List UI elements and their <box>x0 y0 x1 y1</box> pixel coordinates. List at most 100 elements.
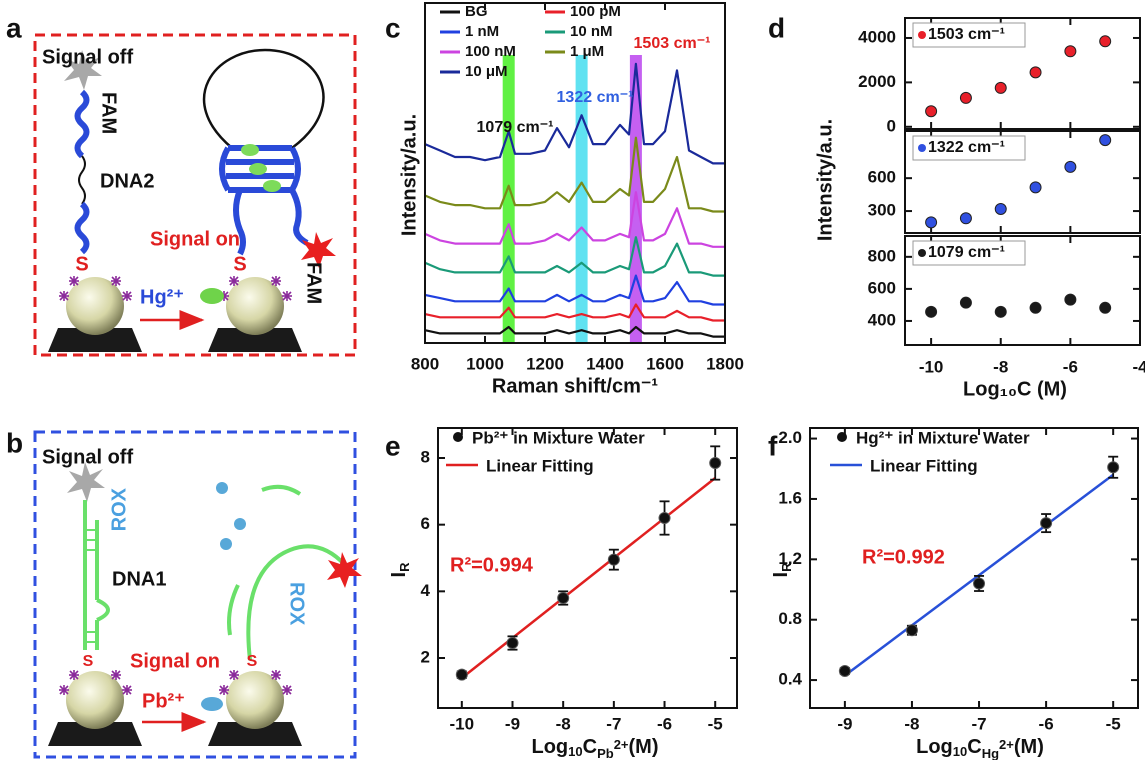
x-tick-label: 1600 <box>646 354 684 373</box>
point <box>1029 301 1042 314</box>
dye-label: ROX <box>286 582 308 626</box>
legend-marker <box>918 31 926 39</box>
strand <box>227 484 347 661</box>
thiol-label: S <box>83 653 94 670</box>
dye-label: FAM <box>98 92 120 134</box>
label-part: (M) <box>1014 736 1044 758</box>
label-part: 2+ <box>999 737 1014 752</box>
x-tick-label: -4 <box>1132 357 1145 376</box>
legend-label: Linear Fitting <box>486 456 594 475</box>
panel-label: b <box>6 427 23 458</box>
point <box>1099 301 1112 314</box>
y-tick-label: 6 <box>421 514 430 533</box>
label-part: Pb <box>597 746 614 760</box>
y-tick-label: 2 <box>421 647 430 666</box>
x-tick-label: -10 <box>919 357 944 376</box>
ligand <box>218 684 230 696</box>
x-tick-label: 1800 <box>706 354 744 373</box>
ligand <box>58 290 70 302</box>
x-tick-label: -7 <box>606 714 621 733</box>
point <box>994 305 1007 318</box>
y-tick-label: 800 <box>868 246 896 265</box>
point <box>709 457 722 469</box>
point <box>1099 134 1112 147</box>
point <box>994 81 1007 94</box>
plot-frame <box>904 17 1141 130</box>
y-tick-label: 600 <box>868 168 896 187</box>
y-tick-label: 0.4 <box>778 670 802 689</box>
panel-label: c <box>385 12 401 43</box>
legend-box <box>912 22 1026 48</box>
substrate <box>208 722 302 746</box>
substrate <box>208 328 302 352</box>
point <box>1040 517 1053 530</box>
point <box>905 624 918 637</box>
x-tick-label: -9 <box>837 714 852 733</box>
point <box>1107 461 1120 474</box>
ligand <box>121 290 133 302</box>
x-tick-label: -7 <box>971 714 986 733</box>
y-tick-label: 2.0 <box>778 428 802 447</box>
legend-label: Pb²⁺ in Mixture Water <box>472 428 645 447</box>
dye-label: FAM <box>303 262 325 304</box>
label-part: Log <box>531 736 568 758</box>
label-part: Hg <box>982 746 999 760</box>
ion <box>263 180 281 192</box>
strand <box>289 188 309 246</box>
ion <box>249 163 267 175</box>
x-label: Log10CPb2+(M) <box>531 736 658 760</box>
x-tick-label: -6 <box>1063 357 1078 376</box>
x-tick-label: -9 <box>505 714 520 733</box>
x-tick-label: -5 <box>1106 714 1121 733</box>
ion <box>201 697 223 711</box>
label-part: 2+ <box>614 737 629 752</box>
point <box>1064 45 1077 58</box>
ion <box>220 538 232 550</box>
strand-label: DNA2 <box>100 170 154 192</box>
ligand <box>228 275 240 287</box>
ion-label: Hg²⁺ <box>140 286 184 308</box>
y-axis-title: Intensity/a.u. <box>814 119 836 241</box>
point <box>1064 293 1077 306</box>
ligand <box>68 669 80 681</box>
legend-label: 100 pM <box>570 3 621 20</box>
frame <box>33 33 357 357</box>
label-part: R <box>397 562 412 572</box>
strand <box>74 89 90 159</box>
label-part: I <box>770 572 792 578</box>
annotation: R²=0.994 <box>450 554 534 576</box>
x-tick-label: -10 <box>450 714 475 733</box>
x-tick-label: -6 <box>657 714 672 733</box>
nanoparticle <box>226 277 284 335</box>
x-tick-label: 1000 <box>466 354 504 373</box>
band-label: 1079 cm⁻¹ <box>477 119 554 136</box>
spectrum <box>424 136 725 213</box>
panel-label: a <box>6 12 22 43</box>
label-part: I <box>388 572 410 578</box>
quadruplex <box>219 145 301 193</box>
y-tick-label: 0 <box>887 116 896 135</box>
thiol-label: S <box>233 253 246 275</box>
plot-frame <box>904 130 1141 234</box>
ligand <box>121 684 133 696</box>
y-tick-label: 0.8 <box>778 609 802 628</box>
legend-label: BG <box>465 3 488 20</box>
point <box>973 577 986 590</box>
spectrum <box>424 62 725 165</box>
point <box>506 637 519 649</box>
strand <box>74 201 90 255</box>
quenched-dye <box>64 50 102 90</box>
y-tick-label: 4000 <box>858 27 896 46</box>
label-part: C <box>967 736 981 758</box>
strand-label: DNA1 <box>112 568 166 590</box>
x-tick-label: 1400 <box>586 354 624 373</box>
substrate <box>48 328 142 352</box>
schematic-b: Signal off ROX DNA1 ROX Signal on S S Pb… <box>33 430 362 759</box>
point <box>994 202 1007 215</box>
loop <box>202 48 325 150</box>
legend-label: Linear Fitting <box>870 456 978 475</box>
panel-label: d <box>768 12 785 43</box>
point <box>607 553 620 566</box>
point <box>838 665 851 678</box>
